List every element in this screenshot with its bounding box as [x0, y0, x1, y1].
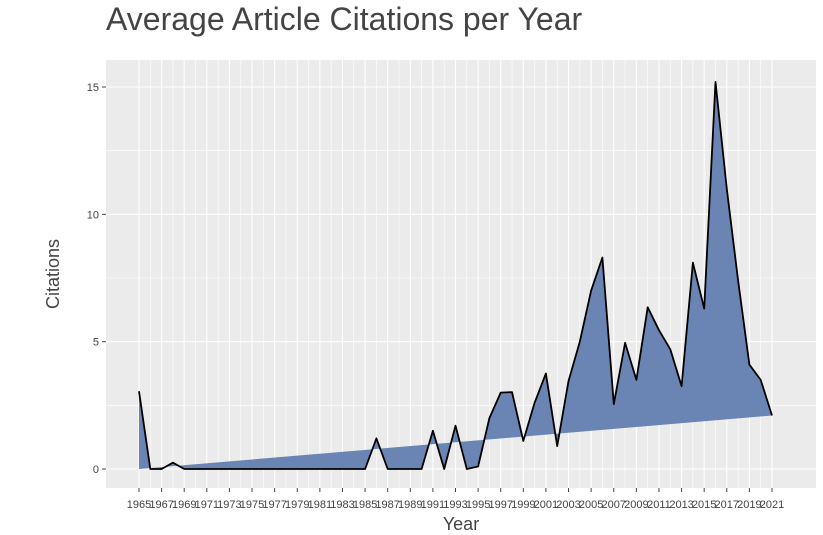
x-tick-label: 1977: [262, 499, 286, 511]
x-tick-label: 2003: [556, 499, 580, 511]
x-tick-label: 2015: [692, 499, 716, 511]
x-axis-title: Year: [443, 514, 479, 534]
x-tick-label: 1971: [195, 499, 219, 511]
x-tick-label: 1981: [308, 499, 332, 511]
x-tick-label: 1967: [149, 499, 173, 511]
x-tick-label: 1993: [443, 499, 467, 511]
y-tick-label: 15: [87, 82, 99, 94]
x-tick-label: 2001: [534, 499, 558, 511]
x-tick-label: 2019: [737, 499, 761, 511]
x-tick-label: 1985: [353, 499, 377, 511]
x-tick-label: 2005: [579, 499, 603, 511]
x-tick-label: 1979: [285, 499, 309, 511]
x-tick-label: 1991: [421, 499, 445, 511]
x-tick-label: 1989: [398, 499, 422, 511]
x-axis-ticks: 1965196719691971197319751977197919811983…: [127, 488, 784, 511]
x-tick-label: 2007: [602, 499, 626, 511]
x-tick-label: 2009: [624, 499, 648, 511]
x-tick-label: 1995: [466, 499, 490, 511]
x-tick-label: 2021: [760, 499, 784, 511]
y-axis-ticks: 0 5 10 15: [87, 82, 106, 476]
x-tick-label: 1975: [240, 499, 264, 511]
x-tick-label: 1973: [217, 499, 241, 511]
x-tick-label: 1983: [330, 499, 354, 511]
y-axis-title: Citations: [43, 239, 63, 309]
y-tick-label: 10: [87, 209, 99, 221]
x-tick-label: 1987: [375, 499, 399, 511]
x-tick-label: 2017: [715, 499, 739, 511]
x-tick-label: 1965: [127, 499, 151, 511]
area-series: [138, 81, 773, 470]
chart-title: Average Article Citations per Year: [106, 1, 582, 37]
x-tick-label: 1997: [488, 499, 512, 511]
x-tick-label: 2013: [669, 499, 693, 511]
x-tick-label: 2011: [647, 499, 671, 511]
y-tick-label: 5: [93, 337, 99, 349]
x-tick-label: 1969: [172, 499, 196, 511]
y-tick-label: 0: [93, 464, 99, 476]
x-tick-label: 1999: [511, 499, 535, 511]
series-line: [138, 81, 773, 470]
